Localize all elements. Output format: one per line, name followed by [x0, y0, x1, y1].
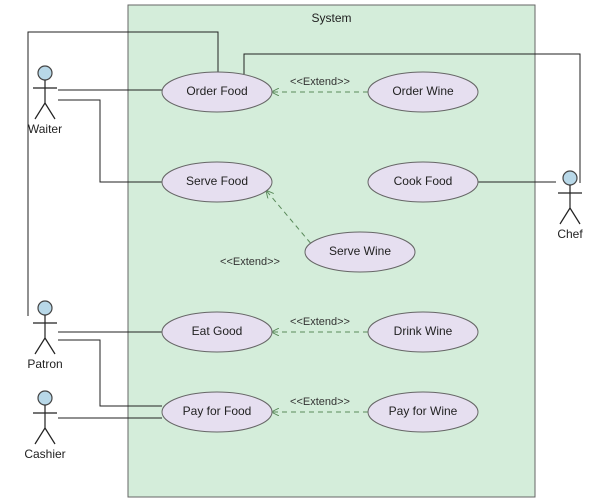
- usecase-label-eat-good: Eat Good: [192, 324, 243, 338]
- usecase-label-pay-food: Pay for Food: [183, 404, 252, 418]
- usecase-label-drink-wine: Drink Wine: [394, 324, 453, 338]
- actor-head-icon: [563, 171, 577, 185]
- usecase-label-pay-wine: Pay for Wine: [389, 404, 458, 418]
- actor-head-icon: [38, 391, 52, 405]
- extend-label-3: <<Extend>>: [290, 396, 350, 408]
- actor-label-patron: Patron: [27, 357, 62, 371]
- actor-cashier: Cashier: [24, 391, 65, 461]
- extend-label-0: <<Extend>>: [290, 76, 350, 88]
- actor-label-waiter: Waiter: [28, 122, 62, 136]
- actor-chef: Chef: [557, 171, 583, 241]
- usecase-label-cook-food: Cook Food: [394, 174, 453, 188]
- actor-label-cashier: Cashier: [24, 447, 65, 461]
- usecase-label-serve-food: Serve Food: [186, 174, 248, 188]
- actor-label-chef: Chef: [557, 227, 583, 241]
- actor-head-icon: [38, 66, 52, 80]
- actor-patron: Patron: [27, 301, 62, 371]
- actor-head-icon: [38, 301, 52, 315]
- system-label: System: [311, 11, 351, 25]
- usecase-label-serve-wine: Serve Wine: [329, 244, 391, 258]
- extend-label-1: <<Extend>>: [220, 256, 280, 268]
- use-case-diagram: System <<Extend>> <<Extend>> <<Extend>> <<Ex…: [0, 0, 593, 504]
- actor-waiter: Waiter: [28, 66, 62, 136]
- usecase-label-order-wine: Order Wine: [392, 84, 454, 98]
- usecase-label-order-food: Order Food: [186, 84, 247, 98]
- extend-label-2: <<Extend>>: [290, 316, 350, 328]
